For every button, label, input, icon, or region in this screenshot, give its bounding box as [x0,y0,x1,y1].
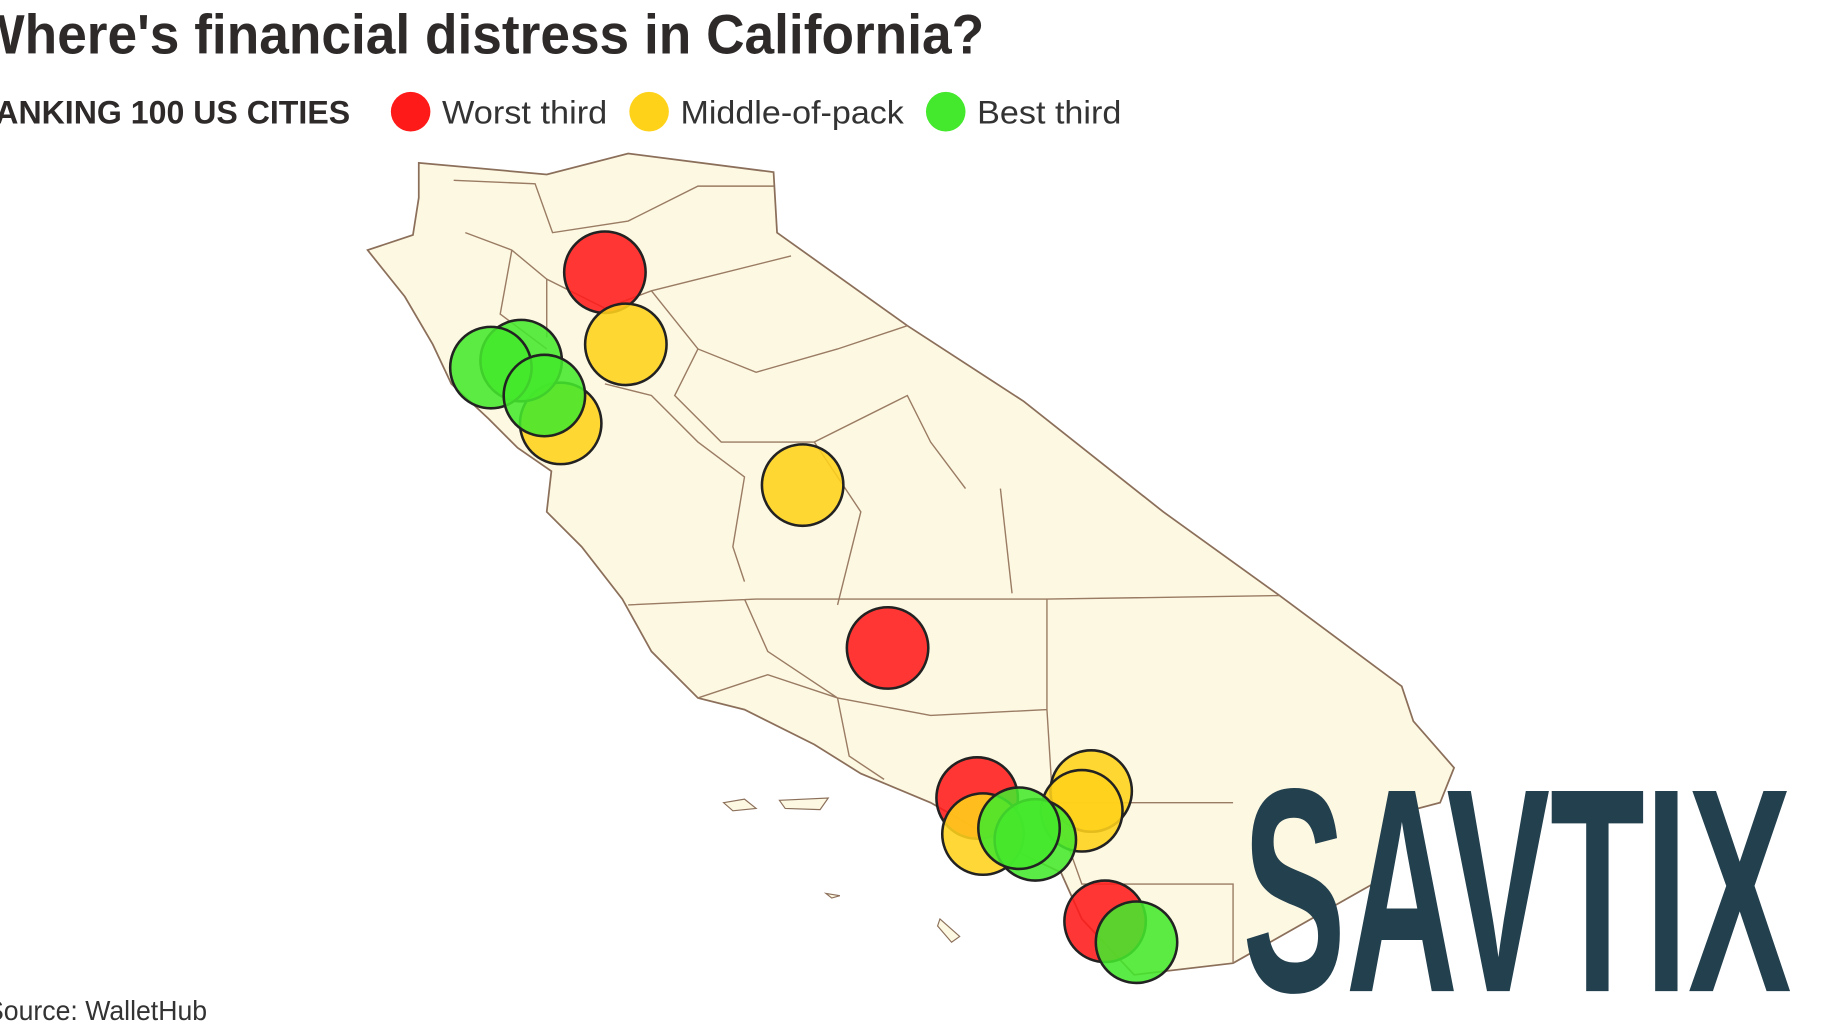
city-markers [448,230,1179,985]
legend-swatch [390,91,431,132]
city-marker [562,230,647,315]
city-marker [1094,900,1179,985]
subtitle: RANKING 100 US CITIES [0,94,350,130]
city-marker [502,353,587,438]
island [722,797,961,944]
legend-swatch [925,91,966,132]
legend-swatch [629,91,669,132]
legend-label: Worst third [442,94,607,130]
city-marker [845,605,930,690]
city-marker [977,786,1062,871]
watermark: SAVTIX [1242,728,1792,1026]
source-note: Source: WalletHub [0,995,207,1026]
legend-label: Best third [977,94,1121,130]
legend-label: Middle-of-pack [681,94,905,130]
city-marker [583,302,668,387]
legend: Worst third Middle-of-pack Best third [390,91,1121,132]
city-marker [760,443,845,528]
title: Where's financial distress in California… [0,3,984,66]
